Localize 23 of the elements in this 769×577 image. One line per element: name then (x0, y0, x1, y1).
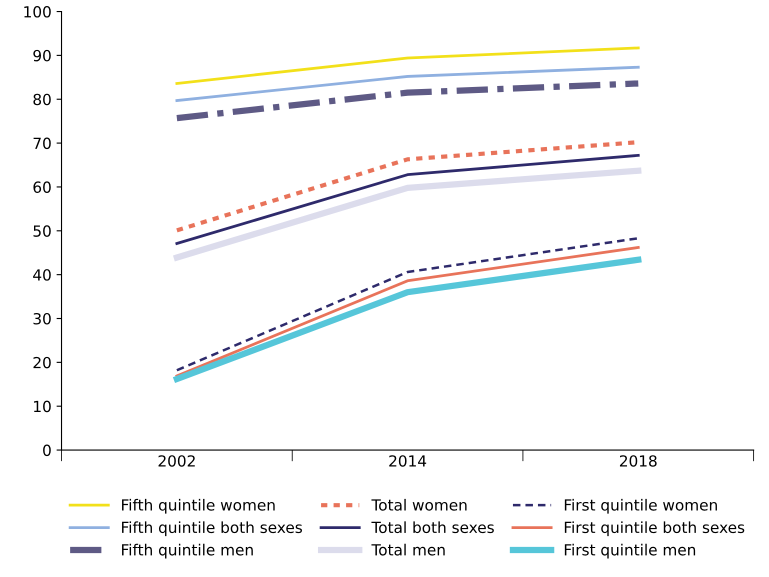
legend-label: Total men (371, 544, 445, 556)
legend-label: Total women (371, 498, 467, 511)
legend-label: First quintile women (564, 498, 717, 514)
y-tick-label: 90 (33, 50, 51, 62)
y-tick-label: 30 (34, 312, 51, 325)
y-tick-label: 40 (33, 269, 51, 281)
legend-label: Fifth quintile women (122, 498, 275, 514)
x-tick-label: 2002 (158, 455, 195, 467)
legend-label: First quintile both sexes (564, 521, 744, 536)
x-tick-label: 2014 (389, 455, 426, 467)
y-tick-label: 20 (33, 356, 51, 368)
legend-label: First quintile men (564, 544, 696, 559)
legend-label: Total both sexes (371, 521, 494, 534)
y-tick-label: 50 (34, 225, 51, 237)
y-tick-label: 100 (24, 6, 51, 18)
y-tick-label: 10 (34, 400, 51, 412)
y-tick-label: 0 (43, 444, 51, 456)
legend-label: Fifth quintile men (122, 544, 253, 559)
legend-label: Fifth quintile both sexes (122, 521, 302, 536)
y-tick-label: 80 (33, 94, 51, 106)
y-tick-label: 60 (33, 181, 51, 193)
x-tick-label: 2018 (620, 455, 657, 467)
y-tick-label: 70 (34, 138, 51, 150)
